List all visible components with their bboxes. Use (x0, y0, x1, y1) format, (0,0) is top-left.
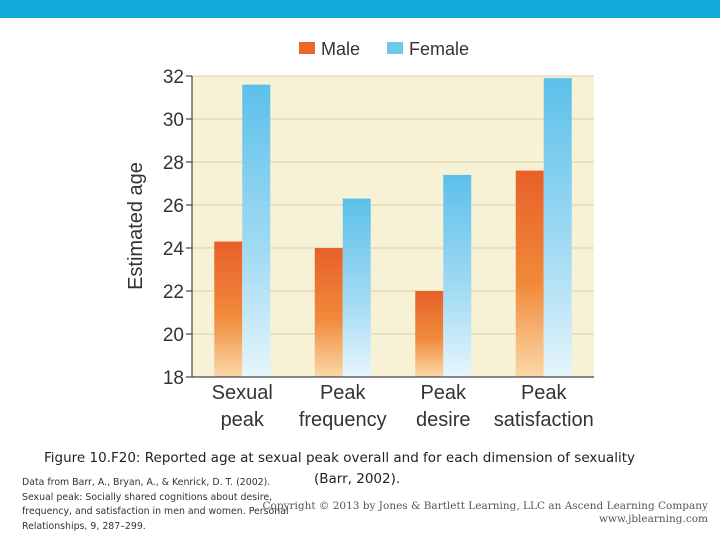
source-line: Data from Barr, A., Bryan, A., & Kenrick… (22, 477, 271, 488)
source-line: Sexual peak: Socially shared cognitions … (22, 491, 273, 503)
y-tick-label: 32 (163, 67, 184, 88)
copyright-line: Copyright © 2013 by Jones & Bartlett Lea… (262, 500, 708, 512)
x-category-label: Sexual (212, 382, 273, 404)
bar-female (342, 198, 371, 377)
y-axis-label: Estimated age (125, 162, 147, 290)
y-tick-label: 20 (163, 325, 184, 346)
bar-male (515, 170, 544, 377)
caption-line-1: Figure 10.F20: Reported age at sexual pe… (44, 450, 635, 466)
y-tick-label: 18 (163, 368, 184, 389)
bar-chart: 18 20 22 24 26 28 30 32 Sexual peak Peak frequency… (125, 39, 594, 431)
x-category-label: peak (221, 409, 265, 431)
top-accent-bar (0, 0, 720, 18)
legend-label-male: Male (321, 39, 360, 59)
y-tick-label: 26 (163, 196, 184, 217)
bar-male (415, 291, 444, 377)
bar-male (214, 241, 243, 377)
x-category-label: Peak (320, 382, 367, 404)
legend-swatch-male (299, 42, 315, 54)
x-category-label: frequency (299, 409, 387, 431)
bar-female (242, 84, 271, 377)
source-line: frequency, and satisfaction in men and w… (22, 506, 289, 517)
bar-female (443, 174, 472, 377)
x-category-label: Peak (420, 382, 467, 404)
y-tick-label: 30 (163, 110, 184, 131)
legend-swatch-female (387, 42, 403, 54)
x-category-label: desire (416, 409, 470, 431)
publisher-url: www.jblearning.com (599, 513, 708, 525)
legend-label-female: Female (409, 39, 469, 59)
x-category-label: Peak (521, 382, 568, 404)
figure-caption: Figure 10.F20: Reported age at sexual pe… (44, 448, 704, 490)
y-tick-label: 28 (163, 153, 184, 174)
caption-line-2: (Barr, 2002). (314, 471, 401, 487)
x-category-label: satisfaction (494, 409, 594, 431)
bar-female (543, 78, 572, 378)
legend: Male Female (299, 39, 469, 59)
source-citation: Data from Barr, A., Bryan, A., & Kenrick… (22, 476, 312, 534)
y-tick-label: 24 (163, 239, 185, 260)
y-tick-label: 22 (163, 282, 184, 303)
source-line: Relationships, 9, 287–299. (22, 520, 146, 532)
copyright-notice: Copyright © 2013 by Jones & Bartlett Lea… (262, 500, 708, 526)
bar-male (314, 248, 343, 377)
